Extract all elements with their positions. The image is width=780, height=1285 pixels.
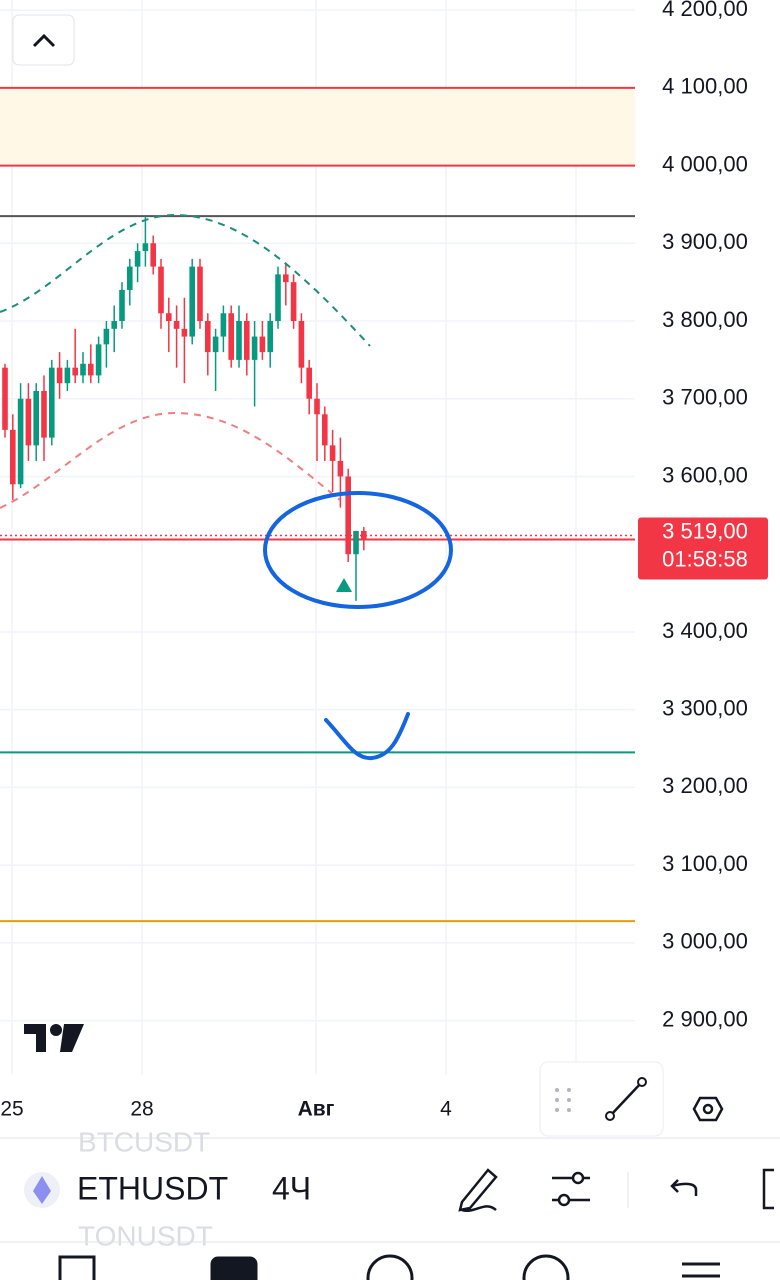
hand-drawing bbox=[324, 712, 410, 761]
prev-symbol[interactable]: BTCUSDT bbox=[78, 1126, 210, 1157]
nav-chart[interactable] bbox=[210, 1256, 258, 1285]
y-tick-label: 3 700,00 bbox=[662, 385, 748, 410]
candle-body bbox=[322, 414, 328, 446]
lower-band bbox=[0, 411, 341, 509]
candle-body bbox=[181, 328, 188, 337]
candle-body bbox=[275, 274, 281, 322]
y-tick-label: 3 100,00 bbox=[662, 851, 748, 876]
x-tick-label: Авг bbox=[298, 1098, 335, 1121]
candle-body bbox=[236, 321, 242, 360]
candle-body bbox=[251, 336, 258, 360]
candle-body bbox=[259, 336, 266, 353]
fullscreen-button[interactable] bbox=[762, 1168, 774, 1210]
candle-body bbox=[197, 266, 203, 322]
candle-body bbox=[49, 367, 55, 438]
candle-body bbox=[41, 390, 47, 438]
nav-ideas[interactable] bbox=[522, 1254, 570, 1285]
candle-body bbox=[25, 398, 32, 446]
logo bbox=[24, 1024, 84, 1052]
eth-icon bbox=[33, 1176, 51, 1204]
candle-body bbox=[142, 243, 149, 252]
upper-band bbox=[0, 213, 371, 347]
settings-icon-center bbox=[702, 1103, 714, 1115]
candle-body bbox=[361, 530, 367, 540]
undo-button[interactable] bbox=[670, 1179, 698, 1196]
x-tick-label: 25 bbox=[0, 1098, 23, 1121]
nav-explore[interactable] bbox=[366, 1254, 414, 1285]
y-tick-label: 3 800,00 bbox=[662, 307, 748, 332]
candle-body bbox=[17, 398, 24, 485]
drag-handle[interactable] bbox=[555, 1088, 571, 1112]
y-tick-label: 2 900,00 bbox=[662, 1006, 748, 1031]
candle-body bbox=[2, 367, 8, 430]
candle-body bbox=[64, 367, 71, 384]
candle-body bbox=[244, 321, 250, 360]
candle-body bbox=[353, 530, 359, 555]
interval[interactable]: 4Ч bbox=[272, 1170, 311, 1206]
y-tick-label: 3 400,00 bbox=[662, 618, 748, 643]
plot: 4 200,00 4 100,00 4 000,00 3 900,00 3 800,00… bbox=[0, 0, 768, 1121]
nav-watchlist[interactable] bbox=[58, 1255, 96, 1285]
x-tick-label: 4 bbox=[440, 1098, 452, 1121]
candle-body bbox=[95, 344, 102, 376]
settings-icon[interactable] bbox=[692, 1096, 724, 1122]
candle-body bbox=[88, 363, 94, 376]
candle-body bbox=[329, 445, 336, 461]
candle-body bbox=[111, 321, 117, 329]
candle-body bbox=[80, 363, 86, 376]
zone bbox=[0, 87, 635, 166]
nav-bar bbox=[58, 1254, 720, 1285]
price-label-box bbox=[638, 517, 768, 580]
countdown: 01:58:58 bbox=[662, 546, 748, 571]
candle-body bbox=[10, 429, 16, 485]
chevron-icon bbox=[32, 33, 56, 48]
signal-arrow bbox=[336, 578, 352, 592]
candle-body bbox=[134, 251, 141, 267]
candle-body bbox=[33, 390, 39, 446]
draw-toolbar bbox=[539, 1061, 664, 1137]
candle-body bbox=[267, 321, 273, 353]
candle-body bbox=[72, 367, 78, 376]
indicators-button[interactable] bbox=[552, 1171, 590, 1207]
ellipse-drawing bbox=[263, 491, 453, 609]
candle-body bbox=[166, 313, 172, 322]
next-symbol[interactable]: TONUSDT bbox=[78, 1220, 213, 1251]
candle-body bbox=[283, 274, 289, 283]
candle-body bbox=[127, 266, 133, 290]
candle-body bbox=[314, 398, 320, 415]
candle-body bbox=[337, 460, 344, 477]
trendline-tool[interactable] bbox=[605, 1077, 647, 1121]
candle-body bbox=[119, 289, 125, 322]
candle-body bbox=[205, 321, 211, 353]
candle-body bbox=[290, 282, 297, 322]
candle-body bbox=[103, 328, 110, 345]
candle-body bbox=[345, 476, 351, 555]
y-tick-label: 4 100,00 bbox=[662, 74, 748, 99]
draw-button[interactable] bbox=[458, 1168, 498, 1212]
candle-body bbox=[150, 243, 156, 267]
candle-body bbox=[158, 266, 164, 314]
y-tick-label: 4 000,00 bbox=[662, 151, 748, 176]
candle-body bbox=[56, 367, 63, 384]
candle-body bbox=[306, 367, 312, 399]
candle-body bbox=[220, 313, 227, 337]
price-label: 3 519,00 bbox=[662, 518, 748, 543]
symbol[interactable]: ETHUSDT bbox=[77, 1170, 228, 1206]
candle-body bbox=[212, 336, 219, 353]
y-tick-label: 3 600,00 bbox=[662, 462, 748, 487]
candle-body bbox=[228, 313, 234, 360]
candle-body bbox=[189, 266, 195, 337]
y-tick-label: 3 900,00 bbox=[662, 229, 748, 254]
x-tick-label: 28 bbox=[130, 1098, 153, 1121]
y-tick-label: 4 200,00 bbox=[662, 0, 748, 21]
candle-body bbox=[298, 321, 305, 368]
collapse-button[interactable] bbox=[12, 14, 75, 66]
y-tick-label: 3 300,00 bbox=[662, 695, 748, 720]
y-tick-label: 3 200,00 bbox=[662, 773, 748, 798]
candle-body bbox=[173, 321, 180, 329]
y-tick-label: 3 000,00 bbox=[662, 929, 748, 954]
